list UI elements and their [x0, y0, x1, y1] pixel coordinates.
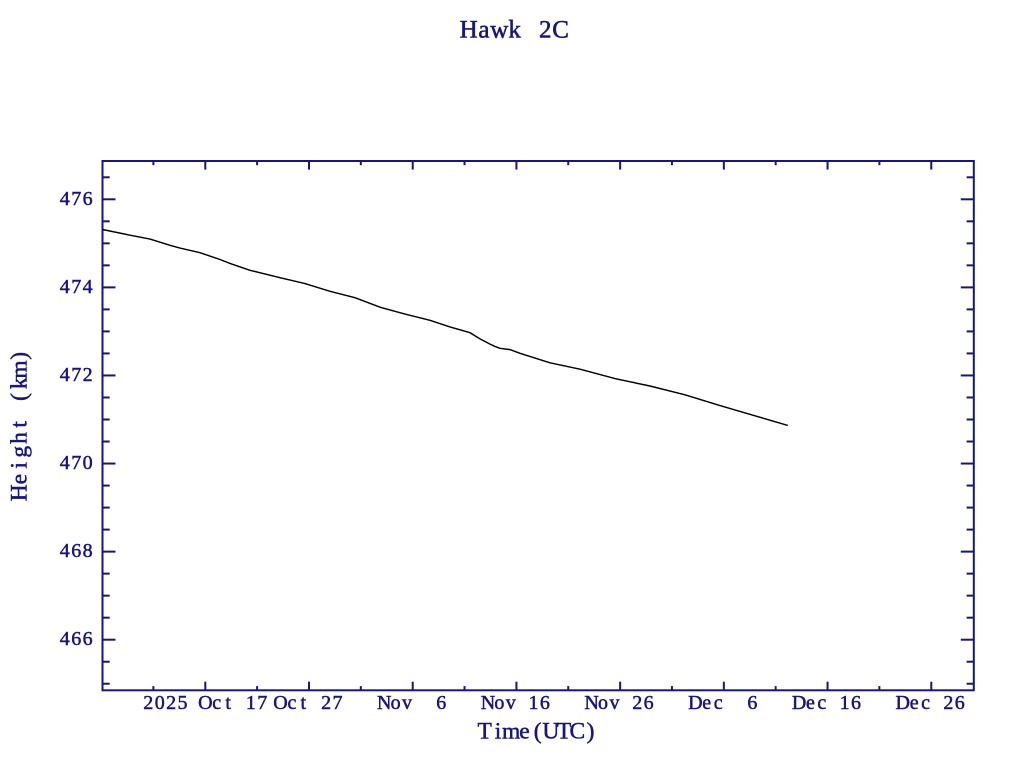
svg-text:a: a: [478, 16, 489, 43]
svg-text:h: h: [6, 432, 32, 444]
svg-text:c: c: [287, 692, 296, 714]
svg-text:c: c: [212, 692, 221, 714]
svg-text:g: g: [6, 446, 32, 458]
svg-text:4: 4: [60, 276, 70, 298]
svg-text:4: 4: [60, 540, 70, 562]
svg-text:7: 7: [71, 364, 81, 386]
svg-text:6: 6: [436, 692, 446, 714]
svg-text:4: 4: [83, 276, 93, 298]
svg-text:H: H: [460, 16, 478, 43]
svg-text:e: e: [702, 692, 711, 714]
svg-text:(: (: [6, 393, 32, 401]
svg-text:): ): [6, 352, 32, 360]
svg-text:6: 6: [851, 692, 861, 714]
svg-text:1: 1: [840, 692, 850, 714]
svg-text:T: T: [557, 718, 571, 744]
svg-text:e: e: [806, 692, 815, 714]
svg-text:k: k: [6, 377, 32, 389]
svg-text:7: 7: [333, 692, 343, 714]
svg-text:2: 2: [943, 692, 953, 714]
svg-text:t: t: [225, 692, 231, 714]
svg-text:c: c: [921, 692, 930, 714]
svg-text:(: (: [534, 718, 542, 744]
svg-text:o: o: [598, 692, 608, 714]
svg-text:m: m: [6, 360, 32, 378]
svg-text:5: 5: [178, 692, 188, 714]
svg-text:4: 4: [60, 364, 70, 386]
svg-text:7: 7: [71, 276, 81, 298]
svg-text:i: i: [6, 462, 32, 469]
svg-text:2: 2: [539, 16, 552, 43]
svg-text:C: C: [552, 16, 569, 43]
svg-text:H: H: [6, 484, 32, 501]
svg-text:m: m: [502, 718, 520, 744]
svg-text:6: 6: [83, 628, 93, 650]
svg-text:O: O: [273, 692, 287, 714]
svg-text:C: C: [569, 718, 585, 744]
svg-text:2: 2: [321, 692, 331, 714]
svg-text:T: T: [478, 718, 492, 744]
svg-text:2: 2: [83, 364, 93, 386]
svg-text:7: 7: [71, 188, 81, 210]
svg-text:6: 6: [747, 692, 757, 714]
svg-text:D: D: [688, 692, 702, 714]
svg-text:v: v: [506, 692, 516, 714]
svg-text:6: 6: [71, 540, 81, 562]
svg-text:c: c: [714, 692, 723, 714]
svg-text:v: v: [609, 692, 619, 714]
svg-text:o: o: [391, 692, 401, 714]
svg-text:v: v: [402, 692, 412, 714]
svg-text:e: e: [519, 718, 529, 744]
svg-text:6: 6: [83, 188, 93, 210]
svg-text:0: 0: [83, 452, 93, 474]
svg-text:6: 6: [644, 692, 654, 714]
svg-text:k: k: [508, 16, 521, 43]
svg-text:e: e: [6, 474, 32, 484]
svg-text:2: 2: [632, 692, 642, 714]
svg-text:7: 7: [257, 692, 267, 714]
svg-text:N: N: [584, 692, 598, 714]
svg-text:N: N: [481, 692, 495, 714]
svg-text:i: i: [495, 718, 502, 744]
svg-text:c: c: [817, 692, 826, 714]
svg-text:t: t: [6, 421, 32, 428]
svg-text:D: D: [896, 692, 910, 714]
svg-text:6: 6: [71, 628, 81, 650]
svg-text:4: 4: [60, 188, 70, 210]
svg-text:N: N: [377, 692, 391, 714]
svg-text:4: 4: [60, 628, 70, 650]
svg-text:4: 4: [60, 452, 70, 474]
svg-text:e: e: [910, 692, 919, 714]
svg-text:2: 2: [166, 692, 176, 714]
svg-text:6: 6: [955, 692, 965, 714]
svg-text:8: 8: [83, 540, 93, 562]
svg-text:w: w: [490, 16, 508, 43]
svg-text:6: 6: [540, 692, 550, 714]
svg-text:D: D: [792, 692, 806, 714]
svg-text:0: 0: [155, 692, 165, 714]
svg-text:O: O: [198, 692, 212, 714]
svg-text:7: 7: [71, 452, 81, 474]
svg-text:U: U: [542, 718, 559, 744]
svg-text:): ): [587, 718, 595, 744]
svg-text:o: o: [494, 692, 504, 714]
svg-text:1: 1: [529, 692, 539, 714]
svg-text:2: 2: [143, 692, 153, 714]
svg-text:t: t: [301, 692, 307, 714]
svg-text:1: 1: [246, 692, 256, 714]
